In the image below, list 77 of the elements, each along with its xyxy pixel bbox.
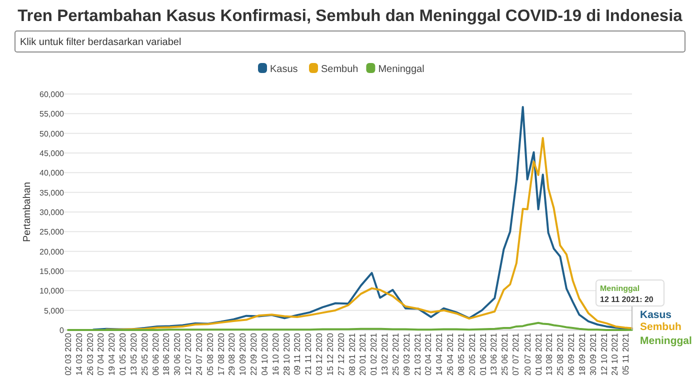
- line-series: [67, 322, 633, 331]
- x-tick-label: 01 08 2021: [533, 332, 544, 376]
- y-tick-label: 25,000: [40, 228, 65, 237]
- x-tick-label: 07 07 2021: [510, 332, 521, 376]
- x-tick-label: 09 03 2021: [401, 332, 412, 376]
- x-tick-label: 14 04 2021: [434, 332, 444, 376]
- x-tick-label: 26 04 2021: [445, 332, 456, 376]
- x-tick-label: 25 06 2021: [500, 332, 510, 376]
- y-tick-label: 50,000: [40, 129, 65, 138]
- x-tick-label: 28 10 2020: [281, 332, 292, 376]
- x-tick-label: 06 09 2021: [566, 332, 576, 376]
- annotation: 12 11 2021: 20: [600, 295, 654, 304]
- x-tick-label: 01 02 2021: [368, 332, 379, 376]
- x-tick-label: 25 02 2021: [390, 332, 400, 376]
- x-tick-label: 25 05 2020: [139, 332, 150, 376]
- y-tick-label: 30,000: [40, 208, 65, 217]
- y-tick-label: 45,000: [40, 149, 65, 158]
- x-tick-label: 20 05 2021: [466, 332, 477, 376]
- x-tick-label: 10 09 2020: [238, 332, 248, 376]
- x-tick-label: 21 11 2020: [303, 332, 314, 375]
- x-tick-label: 29 08 2020: [226, 332, 237, 376]
- x-tick-label: 02 03 2020: [63, 332, 73, 376]
- x-tick-label: 07 04 2020: [96, 332, 106, 376]
- x-tick-label: 22 09 2020: [248, 332, 259, 376]
- x-tick-label: 24 10 2021: [610, 332, 620, 376]
- x-tick-label: 02 04 2021: [423, 332, 434, 376]
- y-axis-title: Pertambahan: [22, 182, 33, 242]
- x-tick-label: 21 03 2021: [412, 332, 422, 376]
- x-tick-label: 14 03 2020: [74, 332, 84, 376]
- legend-label: Meninggal: [378, 64, 424, 75]
- y-tick-label: 5,000: [44, 306, 65, 316]
- x-tick-label: 05 08 2020: [204, 332, 215, 376]
- x-tick-label: 18 09 2021: [576, 332, 587, 376]
- x-tick-label: 12 10 2021: [598, 332, 609, 376]
- x-tick-label: 30 09 2021: [588, 332, 598, 376]
- text: Kasus: [640, 309, 672, 321]
- x-tick-label: 20 01 2021: [358, 332, 368, 376]
- text: Sembuh: [640, 321, 682, 333]
- y-tick-label: 55,000: [40, 110, 65, 119]
- y-tick-label: 10,000: [40, 286, 65, 296]
- x-tick-label: 13 02 2021: [380, 332, 390, 376]
- x-tick-label: 13 05 2020: [128, 332, 138, 376]
- y-tick-label: 40,000: [40, 168, 65, 178]
- x-tick-label: 05 11 2021: [620, 332, 631, 375]
- x-tick-label: 06 06 2020: [150, 332, 160, 376]
- text: Meninggal: [600, 284, 640, 293]
- legend-label: Kasus: [270, 64, 298, 75]
- x-tick-label: 18 06 2020: [161, 332, 172, 376]
- x-tick-label: 24 07 2020: [194, 332, 204, 376]
- x-tick-label: 08 01 2021: [346, 332, 357, 376]
- x-tick-label: 09 11 2020: [292, 332, 302, 375]
- x-tick-label: 13 08 2021: [544, 332, 554, 376]
- y-tick-label: 20,000: [40, 247, 65, 256]
- x-tick-label: 30 06 2020: [172, 332, 182, 376]
- x-tick-label: 03 12 2020: [314, 332, 324, 376]
- x-tick-label: 01 05 2020: [118, 332, 128, 376]
- x-tick-label: 19 04 2020: [106, 332, 117, 376]
- x-tick-label: 01 06 2021: [478, 332, 488, 376]
- filter-field: Klik untuk filter berdasarkan variabel: [14, 30, 686, 52]
- x-tick-label: 04 10 2020: [259, 332, 270, 376]
- x-tick-label: 17 08 2020: [216, 332, 226, 376]
- y-tick-label: 60,000: [40, 90, 65, 99]
- x-tick-label: 25 08 2021: [555, 332, 566, 376]
- x-tick-label: 16 10 2020: [270, 332, 280, 376]
- x-tick-label: 08 05 2021: [456, 332, 466, 376]
- x-tick-label: 26 03 2020: [84, 332, 95, 376]
- y-tick-label: 0: [60, 326, 65, 335]
- text: Meninggal: [640, 335, 692, 347]
- x-tick-label: 15 12 2020: [324, 332, 335, 376]
- x-tick-label: 27 12 2020: [336, 332, 346, 376]
- chart-title: Tren Pertambahan Kasus Konfirmasi, Sembuh dan Meninggal COVID-19 di Indonesia: [18, 7, 684, 25]
- x-tick-label: 20 07 2021: [522, 332, 532, 376]
- y-tick-label: 35,000: [40, 188, 65, 198]
- y-tick-label: 15,000: [40, 267, 65, 276]
- x-tick-label: 12 07 2020: [183, 332, 194, 376]
- legend-label: Sembuh: [321, 64, 358, 75]
- x-tick-label: 13 06 2021: [488, 332, 499, 376]
